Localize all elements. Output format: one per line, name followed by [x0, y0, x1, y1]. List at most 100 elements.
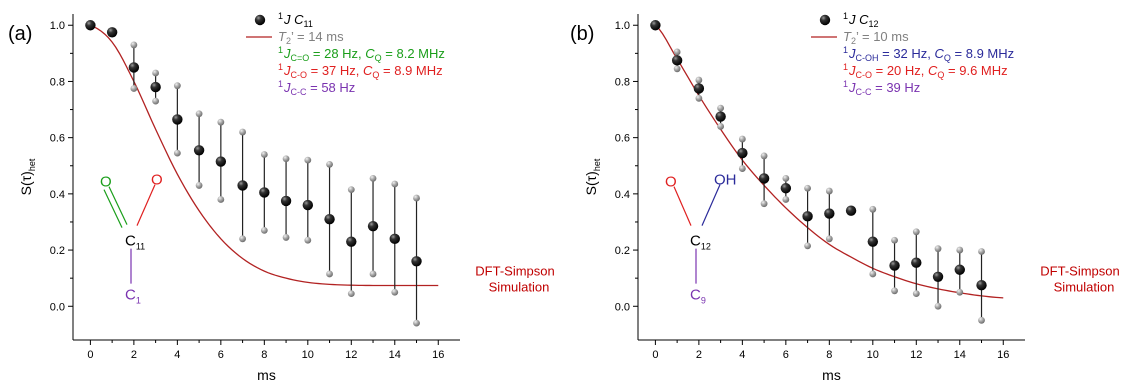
- y-tick-label: 0.0: [615, 301, 630, 313]
- x-tick-label: 4: [174, 349, 180, 361]
- error-bar-high-cap: [369, 175, 377, 182]
- simulation-curve: [654, 24, 1004, 299]
- error-bar-high-cap: [804, 184, 811, 192]
- y-axis-label-main: S(τ): [583, 171, 599, 195]
- data-point: [324, 213, 335, 225]
- error-bar-high-cap: [717, 104, 725, 112]
- double-bond-1: [108, 186, 128, 225]
- legend-t2-value: = 10 ms: [858, 29, 909, 44]
- legend-coupling-sub: C-C: [856, 87, 872, 97]
- single-bond-o: [673, 186, 692, 226]
- data-point: [259, 187, 270, 198]
- legend-cq-sub: Q: [372, 70, 379, 80]
- legend-coupling-j: J: [283, 80, 291, 95]
- x-tick-label: 0: [652, 349, 658, 361]
- legend-cq-value: = 9.6 MHz: [944, 63, 1007, 78]
- y-axis-label: S(τ)het: [583, 158, 602, 195]
- error-bar-low-cap: [978, 316, 985, 324]
- data-point-group: [324, 160, 335, 278]
- data-point: [932, 271, 944, 282]
- data-point-group: [758, 152, 770, 208]
- x-tick-label: 2: [131, 349, 137, 361]
- data-point: [389, 233, 400, 245]
- legend-t2: T2’ = 14 ms: [278, 29, 344, 46]
- data-point-group: [193, 110, 205, 189]
- atom-c-center: C11: [125, 233, 145, 252]
- chart-panel-b: 0 2 4 6 8 10 12 14 160.00.20.40.60.81.0msS(τ)het…: [570, 11, 1120, 383]
- x-tick-label: 16: [432, 349, 444, 361]
- legend-t2-sub: 2: [851, 36, 856, 46]
- atom-c2-symbol: C: [690, 287, 701, 304]
- x-axis-label: ms: [257, 367, 276, 383]
- y-tick-label: 1.0: [615, 20, 630, 32]
- data-point: [824, 208, 835, 219]
- legend-t2-sub: 2: [286, 36, 291, 46]
- data-point-group: [715, 104, 726, 130]
- y-tick-label: 0.6: [50, 133, 65, 145]
- data-point: [106, 27, 118, 38]
- x-tick-label: 14: [954, 349, 966, 361]
- legend-coupling-line: 1JC-OH = 32 Hz, CQ = 8.9 MHz: [843, 45, 1014, 63]
- legend-coupling-j: J: [848, 46, 856, 61]
- data-point: [889, 260, 900, 271]
- x-tick-label: 10: [867, 349, 879, 361]
- atom-o1: O: [665, 174, 677, 191]
- atom-c2-symbol: C: [125, 287, 136, 304]
- error-bar-high-cap: [282, 155, 290, 163]
- legend-t2-prime: ’: [856, 29, 859, 44]
- data-point: [976, 279, 987, 291]
- data-point: [150, 81, 161, 93]
- atom-c-symbol: C: [125, 233, 136, 250]
- error-bar-low-cap: [239, 235, 246, 243]
- error-bar-low-cap: [782, 196, 790, 203]
- atom-c-sub: 11: [136, 242, 145, 252]
- data-point-group: [85, 20, 96, 31]
- legend-t2: T2’ = 10 ms: [843, 29, 909, 46]
- data-point-group: [780, 175, 792, 203]
- legend-coupling-sup: 1: [278, 79, 283, 89]
- legend-coupling-sup: 1: [843, 62, 848, 72]
- error-bar-high-cap: [326, 160, 333, 168]
- error-bar-high-cap: [347, 186, 355, 194]
- error-bar-low-cap: [738, 165, 746, 172]
- legend-sub: 11: [304, 19, 313, 29]
- x-tick-label: 0: [87, 349, 93, 361]
- data-point: [867, 236, 879, 247]
- y-tick-label: 1.0: [50, 20, 65, 32]
- x-tick-label: 10: [302, 349, 314, 361]
- panel-label: (b): [570, 23, 594, 45]
- data-point-group: [280, 155, 292, 241]
- legend-coupling-sup: 1: [278, 45, 283, 55]
- legend-sup: 1: [278, 11, 283, 21]
- error-bar-high-cap: [239, 128, 246, 136]
- error-bar-high-cap: [738, 135, 746, 143]
- error-bar-low-cap: [695, 94, 703, 102]
- legend-t2-prime: ’: [291, 29, 294, 44]
- data-point-group: [172, 82, 183, 157]
- x-tick-label: 4: [739, 349, 745, 361]
- legend-t2-symbol: T: [278, 29, 287, 44]
- data-point: [193, 145, 205, 156]
- atom-c-symbol: C: [690, 233, 701, 250]
- legend-coupling-sub: C-OH: [856, 53, 879, 63]
- data-point: [280, 195, 292, 207]
- atom-c-center: C12: [690, 233, 711, 252]
- error-bar-high-cap: [304, 156, 312, 164]
- error-bar-low-cap: [391, 288, 399, 296]
- data-point-group: [367, 175, 379, 278]
- atom-c-sub: 12: [701, 242, 711, 252]
- data-point-group: [671, 48, 683, 73]
- data-point: [302, 199, 314, 211]
- y-axis-label-sub: het: [27, 158, 37, 171]
- error-bar-low-cap: [717, 123, 725, 130]
- error-bar-high-cap: [912, 228, 920, 236]
- legend-coupling-value: = 32 Hz,: [879, 46, 935, 61]
- legend-cq-sub: Q: [937, 70, 944, 80]
- data-point-group: [845, 205, 857, 216]
- legend-t2-symbol: T: [843, 29, 852, 44]
- y-axis-label-sub: het: [592, 158, 602, 171]
- error-bar-low-cap: [869, 270, 877, 278]
- error-bar-high-cap: [391, 180, 399, 188]
- legend-cq-symbol: C: [935, 46, 945, 61]
- error-bar-high-cap: [782, 175, 790, 182]
